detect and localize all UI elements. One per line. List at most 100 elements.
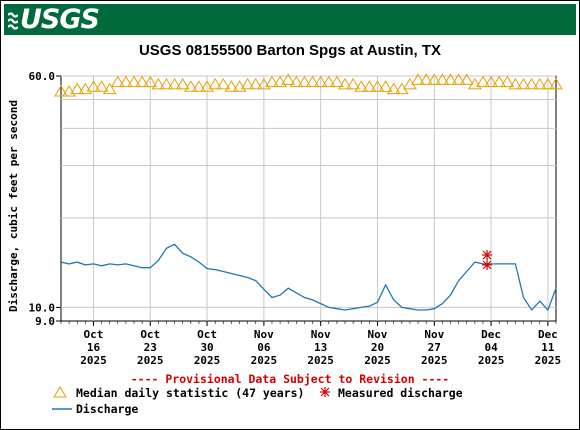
- legend-median-icon: [53, 386, 67, 398]
- x-axis: Oct162025Oct232025Oct302025Nov062025Nov1…: [60, 321, 562, 367]
- median-point: [516, 77, 531, 90]
- median-point: [492, 75, 507, 88]
- x-tick-label: 04: [484, 341, 498, 354]
- median-point: [443, 73, 458, 85]
- y-tick-label: 60.0: [29, 70, 56, 83]
- median-point: [265, 75, 279, 88]
- median-point: [248, 77, 263, 90]
- chart-title: USGS 08155500 Barton Spgs at Austin, TX: [138, 42, 442, 59]
- x-tick-label: 27: [428, 341, 441, 354]
- plot-area: [60, 75, 557, 322]
- usgs-banner: USGS: [4, 4, 576, 35]
- median-point: [321, 75, 336, 88]
- y-axis-label: Discharge, cubic feet per second: [7, 100, 20, 312]
- x-tick-label: 23: [144, 341, 157, 354]
- median-point: [232, 80, 247, 92]
- x-tick-label: Nov: [254, 328, 274, 341]
- provisional-notice: ---- Provisional Data Subject to Revisio…: [130, 372, 450, 386]
- median-point: [256, 77, 271, 90]
- median-point: [281, 73, 296, 85]
- usgs-wave-icon: [8, 12, 18, 30]
- median-point: [208, 77, 223, 90]
- median-point: [175, 77, 190, 90]
- x-tick-label: Dec: [481, 328, 501, 341]
- median-point: [386, 82, 401, 95]
- median-point: [151, 77, 166, 90]
- gridlines: [61, 75, 556, 321]
- median-point: [94, 80, 109, 92]
- x-tick-label: Dec: [538, 328, 558, 341]
- median-point: [102, 82, 117, 95]
- x-tick-label: 2025: [364, 354, 391, 367]
- x-tick-label: 2025: [194, 354, 221, 367]
- median-point: [549, 77, 563, 90]
- legend-median-label: Median daily statistic (47 years): [76, 386, 305, 400]
- median-point: [484, 75, 498, 88]
- legend-measured-label: Measured discharge: [338, 386, 463, 400]
- median-point: [192, 80, 206, 92]
- x-tick-label: 2025: [137, 354, 164, 367]
- x-tick-label: 30: [200, 341, 213, 354]
- median-point: [467, 77, 482, 90]
- median-point: [200, 80, 214, 92]
- median-point: [500, 75, 515, 88]
- median-point: [135, 75, 150, 88]
- median-point: [508, 77, 523, 90]
- median-point: [370, 80, 385, 92]
- x-tick-label: 2025: [307, 354, 334, 367]
- y-tick-label: 9.0: [35, 315, 55, 328]
- median-point: [183, 80, 198, 92]
- median-point: [532, 77, 547, 90]
- median-point: [346, 77, 361, 90]
- x-tick-label: 13: [314, 341, 327, 354]
- measured-point-stroke: [482, 260, 492, 270]
- x-tick-label: 2025: [251, 354, 278, 367]
- x-tick-label: 2025: [80, 354, 107, 367]
- x-tick-label: 2025: [421, 354, 448, 367]
- median-point: [338, 77, 352, 90]
- x-tick-label: Nov: [368, 328, 388, 341]
- x-tick-label: 16: [87, 341, 101, 354]
- median-point: [419, 73, 434, 85]
- y-tick-label: 10.0: [29, 301, 56, 314]
- x-tick-label: 2025: [535, 354, 562, 367]
- median-point: [330, 75, 344, 88]
- median-point: [127, 75, 141, 88]
- median-point: [362, 80, 377, 92]
- median-point: [354, 80, 369, 92]
- median-point: [273, 75, 287, 88]
- median-point: [78, 82, 93, 95]
- discharge-series: [60, 243, 557, 312]
- median-point: [289, 75, 304, 88]
- x-tick-label: 20: [371, 341, 384, 354]
- median-point: [297, 75, 312, 88]
- median-point: [411, 73, 425, 85]
- median-series: [54, 73, 563, 97]
- median-point: [86, 80, 101, 92]
- median-point: [435, 73, 450, 85]
- usgs-logo-text: USGS: [20, 4, 100, 35]
- median-point: [451, 73, 466, 85]
- median-point: [378, 80, 393, 92]
- median-point: [110, 75, 125, 88]
- legend-discharge-label: Discharge: [76, 402, 139, 416]
- median-point: [459, 73, 474, 85]
- discharge-line: [60, 243, 557, 312]
- x-tick-label: Oct: [140, 328, 160, 341]
- x-tick-label: Nov: [424, 328, 444, 341]
- median-point: [143, 75, 158, 88]
- measured-point-stroke: [482, 250, 492, 260]
- x-tick-label: 06: [257, 341, 271, 354]
- median-point: [224, 80, 239, 92]
- median-point: [476, 75, 490, 88]
- measured-point: [482, 250, 493, 261]
- median-point: [54, 85, 68, 97]
- median-point: [119, 75, 133, 88]
- measured-series: [482, 250, 493, 270]
- median-point: [313, 75, 328, 88]
- x-tick-label: 2025: [478, 354, 505, 367]
- median-point: [240, 77, 255, 90]
- x-tick-label: Oct: [84, 328, 104, 341]
- median-point: [70, 82, 85, 95]
- x-tick-label: Oct: [197, 328, 217, 341]
